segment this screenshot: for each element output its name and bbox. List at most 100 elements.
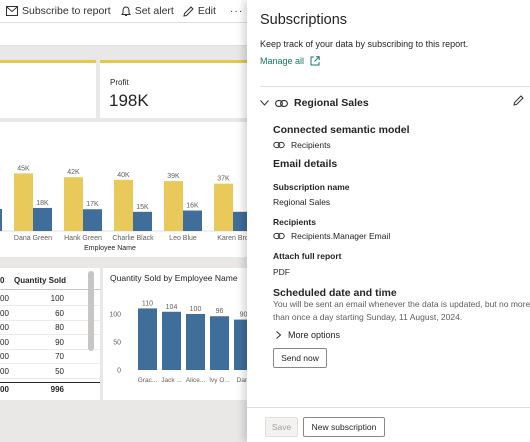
subscription-header[interactable]: Regional Sales: [260, 95, 530, 111]
column-chart-svg: 0 50 100 110 Grac... 104 Jack ... 100 Alice... 96…: [109, 300, 250, 384]
edit-report-button[interactable]: Edit: [183, 5, 216, 17]
bar-series-b: [233, 211, 250, 231]
table-row: 00 80: [0, 321, 100, 335]
table-cell: 60: [55, 308, 64, 318]
bar-data-label: 17K: [86, 201, 99, 208]
subscribe-label: Subscribe to report: [22, 5, 111, 17]
bar-chart-svg: 45K 18K Dana Green 42K 17K Hank Green 40K 15K Ch…: [0, 165, 250, 252]
table-row: 00 60: [0, 307, 100, 321]
column-bar: [162, 311, 181, 370]
save-button[interactable]: Save: [265, 417, 298, 437]
bell-icon: [120, 5, 131, 16]
connected-model-text: Recipients: [291, 140, 331, 150]
pane-description: Keep track of your data by subscribing t…: [260, 39, 469, 49]
schedule-description: You will be sent an email whenever the d…: [273, 299, 530, 322]
table-cell: 50: [55, 366, 64, 376]
bar-series-a: [164, 181, 183, 231]
link-icon: [273, 141, 285, 149]
total-a: 00: [0, 385, 9, 394]
column-bar: [138, 308, 157, 370]
connected-model-value: Recipients: [273, 140, 331, 150]
link-icon: [275, 99, 288, 107]
more-options-button[interactable]: ···: [230, 5, 244, 17]
table-cell: 80: [55, 323, 64, 332]
table-cell: 00: [0, 352, 9, 361]
kpi-card: [0, 60, 96, 118]
column-data-label: 100: [190, 306, 202, 313]
bar-data-label: 39K: [167, 173, 180, 180]
attach-report-label: Attach full report: [273, 251, 342, 261]
x-tick-label: Alice...: [186, 377, 206, 384]
bar-data-label: 18K: [36, 200, 49, 207]
y-tick-label: 100: [109, 312, 121, 319]
subscription-name-field[interactable]: Regional Sales: [273, 197, 330, 207]
bar-series-b: [83, 209, 102, 231]
recipients-value: Recipients.Manager Email: [291, 231, 391, 241]
report-toolbar: Subscribe to report Set alert Edit ···: [0, 0, 250, 22]
table-col-quantity: Quantity Sold: [14, 276, 66, 285]
attach-report-value: PDF: [273, 267, 290, 277]
table-row: 00 100: [0, 292, 100, 306]
table-col-a: 0: [0, 276, 5, 285]
edit-label: Edit: [197, 5, 216, 17]
ellipsis-icon: ···: [229, 5, 244, 17]
profit-kpi-card: Profit 198K: [100, 60, 250, 118]
table-row: 00 70: [0, 350, 100, 364]
subscription-name-label: Subscription name: [273, 182, 350, 192]
table-cell: 00: [0, 337, 9, 347]
bar-data-label: 16K: [186, 203, 199, 210]
x-tick-label: Leo Blue: [169, 235, 197, 242]
subscribe-to-report-button[interactable]: Subscribe to report: [6, 5, 111, 17]
column-bar: [186, 314, 205, 370]
recipients-field[interactable]: Recipients.Manager Email: [273, 231, 390, 241]
subscription-name-value: Regional Sales: [273, 197, 331, 207]
divider: [260, 86, 530, 87]
x-axis-title: Employee Name: [84, 245, 136, 252]
email-details-heading: Email details: [273, 158, 338, 170]
new-subscription-button[interactable]: New subscription: [303, 417, 385, 437]
bar-series-b: [33, 207, 52, 231]
footer-divider: [247, 407, 530, 408]
column-bar: [234, 319, 250, 370]
edit-subscription-icon[interactable]: [513, 95, 524, 106]
mail-icon: [6, 6, 18, 16]
table-cell: 00: [0, 323, 9, 332]
table-cell: 100: [50, 294, 64, 303]
column-data-label: 96: [216, 308, 224, 315]
bar-data-label: 37K: [217, 176, 230, 183]
send-now-button[interactable]: Send now: [273, 348, 327, 368]
y-tick-label: 0: [117, 368, 121, 375]
pane-title: Subscriptions: [260, 12, 348, 28]
bar-data-label: 15K: [136, 204, 149, 211]
pencil-icon: [183, 5, 194, 17]
more-options-label: More options: [288, 330, 341, 340]
set-alert-button[interactable]: Set alert: [120, 5, 174, 17]
table-header: 0 Quantity Sold: [0, 272, 100, 290]
attach-report-field[interactable]: PDF: [273, 267, 290, 277]
bar-series-a: [64, 177, 83, 231]
x-tick-label: Grac...: [138, 377, 158, 384]
x-tick-label: Karen Bro: [217, 235, 249, 242]
kpi-label: Profit: [110, 78, 129, 87]
total-b: 996: [50, 385, 64, 394]
open-external-icon: [310, 56, 320, 66]
table-row: 00 90: [0, 336, 100, 350]
more-options-toggle[interactable]: More options: [276, 330, 340, 340]
column-data-label: 110: [142, 300, 153, 307]
bar-series-b: [183, 210, 202, 231]
manage-all-link[interactable]: Manage all: [260, 56, 320, 66]
bar-data-label: 40K: [117, 172, 130, 179]
bar-series-b: [133, 211, 152, 231]
column-data-label: 90: [240, 312, 248, 319]
table-scrollbar[interactable]: [88, 271, 94, 351]
clustered-bar-chart: 45K 18K Dana Green 42K 17K Hank Green 40K 15K Ch…: [0, 122, 250, 257]
chevron-right-icon: [276, 331, 281, 339]
report-canvas: Subscribe to report Set alert Edit ··· P…: [0, 0, 250, 442]
link-icon: [273, 232, 285, 240]
column-bar: [210, 316, 229, 370]
table-total-row: 00 996: [0, 382, 100, 396]
bar-data-label: 45K: [17, 165, 30, 172]
bar-series-a: [14, 173, 33, 231]
chevron-down-icon[interactable]: [260, 100, 269, 106]
kpi-value: 198K: [109, 91, 149, 110]
